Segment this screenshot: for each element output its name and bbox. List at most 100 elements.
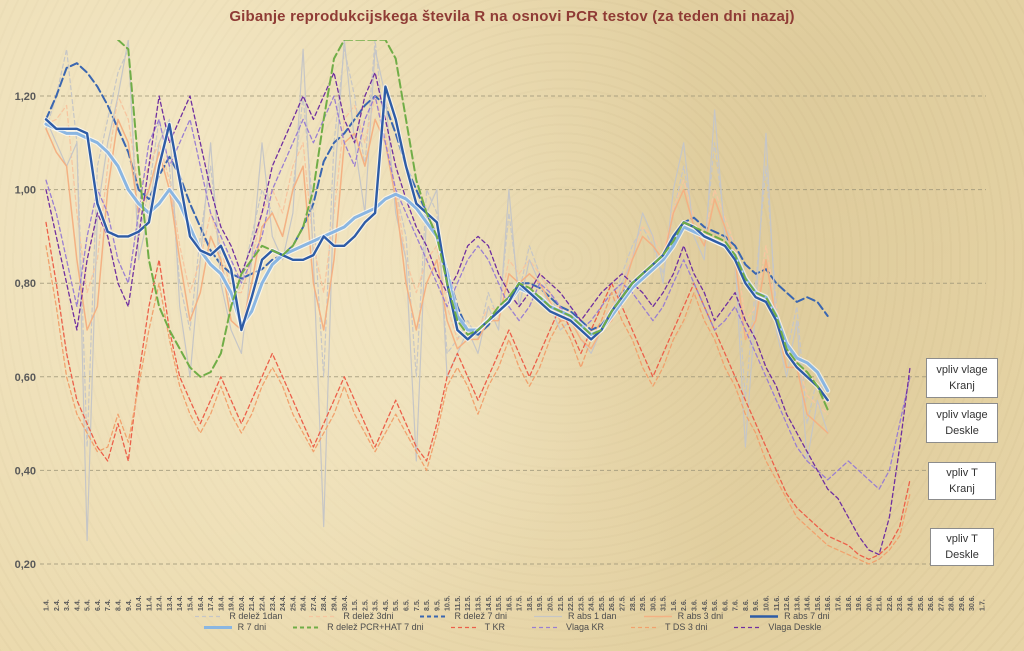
legend-item-r-abs-1-dan[interactable]: R abs 1 dan — [533, 611, 617, 621]
x-tick-label: 9.6. — [753, 599, 760, 611]
legend-item-r-dele-1dan[interactable]: R delež 1dan — [194, 611, 282, 621]
x-tick-label: 23.5. — [578, 595, 585, 611]
legend-item-t-ds-3-dni[interactable]: T DS 3 dni — [630, 622, 707, 632]
x-tick-label: 16.4. — [198, 595, 205, 611]
legend-marker-r-dele-1dan — [195, 615, 224, 617]
series-line-r-dele-pcr-hat-7-dni — [117, 40, 829, 411]
x-tick-label: 6.5. — [404, 599, 411, 611]
x-tick-label: 18.4. — [218, 595, 225, 611]
x-tick-label: 21.4. — [249, 595, 256, 611]
legend-marker-r-dele-3dni — [309, 615, 338, 617]
legend-label: R delež PCR+HAT 7 dni — [327, 622, 424, 632]
annotation-vpliv-vlage-kranj[interactable]: vpliv vlage Kranj — [926, 358, 998, 398]
x-tick-label: 30.5. — [650, 595, 657, 611]
x-tick-label: 1.7. — [980, 599, 987, 611]
x-tick-label: 2.4. — [54, 599, 61, 611]
x-tick-label: 4.5. — [383, 599, 390, 611]
annotation-vpliv-t-kranj[interactable]: vpliv T Kranj — [928, 462, 996, 500]
x-tick-label: 5.6. — [712, 599, 719, 611]
x-tick-label: 20.5. — [548, 595, 555, 611]
x-tick-label: 1.6. — [671, 599, 678, 611]
legend-item-r-dele-3dni[interactable]: R delež 3dni — [308, 611, 393, 621]
chart-title: Gibanje reprodukcijskega števila R na os… — [229, 8, 795, 25]
legend-label: R abs 7 dni — [784, 611, 830, 621]
x-tick-label: 10.6. — [764, 595, 771, 611]
legend-item-r-7-dni[interactable]: R 7 dni — [203, 622, 267, 632]
x-tick-label: 12.6. — [784, 595, 791, 611]
x-tick-label: 9.4. — [126, 599, 133, 611]
legend-row-1: R delež 1dan R delež 3dni R delež 7 dni R a… — [194, 611, 830, 621]
x-tick-label: 27.5. — [620, 595, 627, 611]
x-tick-label: 9.5. — [434, 599, 441, 611]
x-tick-label: 26.4. — [301, 595, 308, 611]
x-tick-label: 1.5. — [352, 599, 359, 611]
legend-label: R 7 dni — [237, 622, 267, 632]
x-tick-label: 29.6. — [959, 595, 966, 611]
x-tick-label: 2.6. — [681, 599, 688, 611]
legend-label: Vlaga Deskle — [768, 622, 822, 632]
x-tick-label: 6.6. — [722, 599, 729, 611]
x-tick-label: 8.5. — [424, 599, 431, 611]
legend-item-t-kr[interactable]: T KR — [450, 622, 505, 632]
x-tick-label: 24.6. — [908, 595, 915, 611]
x-tick-label: 29.5. — [640, 595, 647, 611]
y-tick-label: 0,60 — [15, 372, 36, 384]
x-tick-label: 10.4. — [136, 595, 143, 611]
x-tick-label: 20.6. — [866, 595, 873, 611]
legend-marker-r-7-dni — [203, 625, 232, 629]
x-tick-label: 11.5. — [455, 596, 462, 611]
x-tick-label: 23.4. — [270, 595, 277, 611]
x-tick-label: 26.5. — [609, 595, 616, 611]
x-tick-label: 11.4. — [146, 596, 153, 611]
legend-item-r-dele-7-dni[interactable]: R delež 7 dni — [419, 611, 507, 621]
x-tick-label: 3.4. — [64, 599, 71, 611]
legend-item-r-abs-3-dni[interactable]: R abs 3 dni — [643, 611, 724, 621]
x-tick-label: 24.4. — [280, 595, 287, 611]
annotation-text: Deskle — [945, 425, 979, 437]
legend-marker-r-dele-pcr-hat-7-dni — [293, 626, 322, 628]
legend-label: R delež 1dan — [229, 611, 283, 621]
x-tick-label: 15.6. — [815, 595, 822, 611]
legend-row-2: R 7 dni R delež PCR+HAT 7 dni T KR Vlaga KR… — [203, 622, 821, 632]
x-tick-label: 18.6. — [846, 595, 853, 611]
series-line-vlaga-deskle — [45, 71, 911, 556]
legend-item-vlaga-deskle[interactable]: Vlaga Deskle — [733, 622, 821, 632]
x-tick-label: 3.6. — [692, 599, 699, 611]
legend-label: R abs 1 dan — [568, 611, 617, 621]
x-tick-label: 1.4. — [44, 599, 51, 611]
legend-marker-vlaga-deskle — [734, 626, 763, 628]
x-tick-label: 17.5. — [517, 595, 524, 611]
legend-item-vlaga-kr[interactable]: Vlaga KR — [531, 622, 604, 632]
series-line-t-ds-3-dni — [45, 245, 911, 565]
x-tick-label: 19.5. — [537, 595, 544, 611]
legend-item-r-dele-pcr-hat-7-dni[interactable]: R delež PCR+HAT 7 dni — [292, 622, 424, 632]
x-tick-label: 22.4. — [260, 595, 267, 611]
x-tick-label: 4.6. — [702, 599, 709, 611]
legend-marker-r-abs-7-dni — [750, 614, 779, 618]
series-line-t-kr — [45, 221, 911, 560]
x-tick-label: 7.5. — [414, 599, 421, 611]
legend-label: T DS 3 dni — [664, 622, 708, 632]
x-tick-label: 29.4. — [332, 595, 339, 611]
x-tick-label: 3.5. — [373, 599, 380, 611]
x-tick-label: 15.5. — [496, 595, 503, 611]
x-tick-label: 25.4. — [290, 595, 297, 611]
annotation-vpliv-t-deskle[interactable]: vpliv T Deskle — [930, 528, 994, 566]
x-tick-label: 13.6. — [794, 595, 801, 611]
legend-label: R abs 3 dni — [677, 611, 724, 621]
annotation-vpliv-vlage-deskle[interactable]: vpliv vlage Deskle — [926, 403, 998, 443]
x-tick-label: 11.6. — [774, 596, 781, 611]
x-tick-label: 28.4. — [321, 595, 328, 611]
legend-marker-r-abs-1-dan — [534, 615, 563, 617]
series-line-r-abs-7-dni — [44, 85, 829, 402]
y-tick-label: 1,00 — [15, 185, 36, 197]
x-tick-label: 27.4. — [311, 595, 318, 611]
x-tick-label: 8.4. — [116, 599, 123, 611]
legend-item-r-abs-7-dni[interactable]: R abs 7 dni — [749, 611, 830, 621]
x-tick-label: 25.5. — [599, 595, 606, 611]
annotation-text: vpliv T — [946, 467, 978, 479]
legend-marker-vlaga-kr — [531, 626, 560, 628]
x-tick-label: 10.5. — [445, 595, 452, 611]
legend-label: Vlaga KR — [565, 622, 604, 632]
